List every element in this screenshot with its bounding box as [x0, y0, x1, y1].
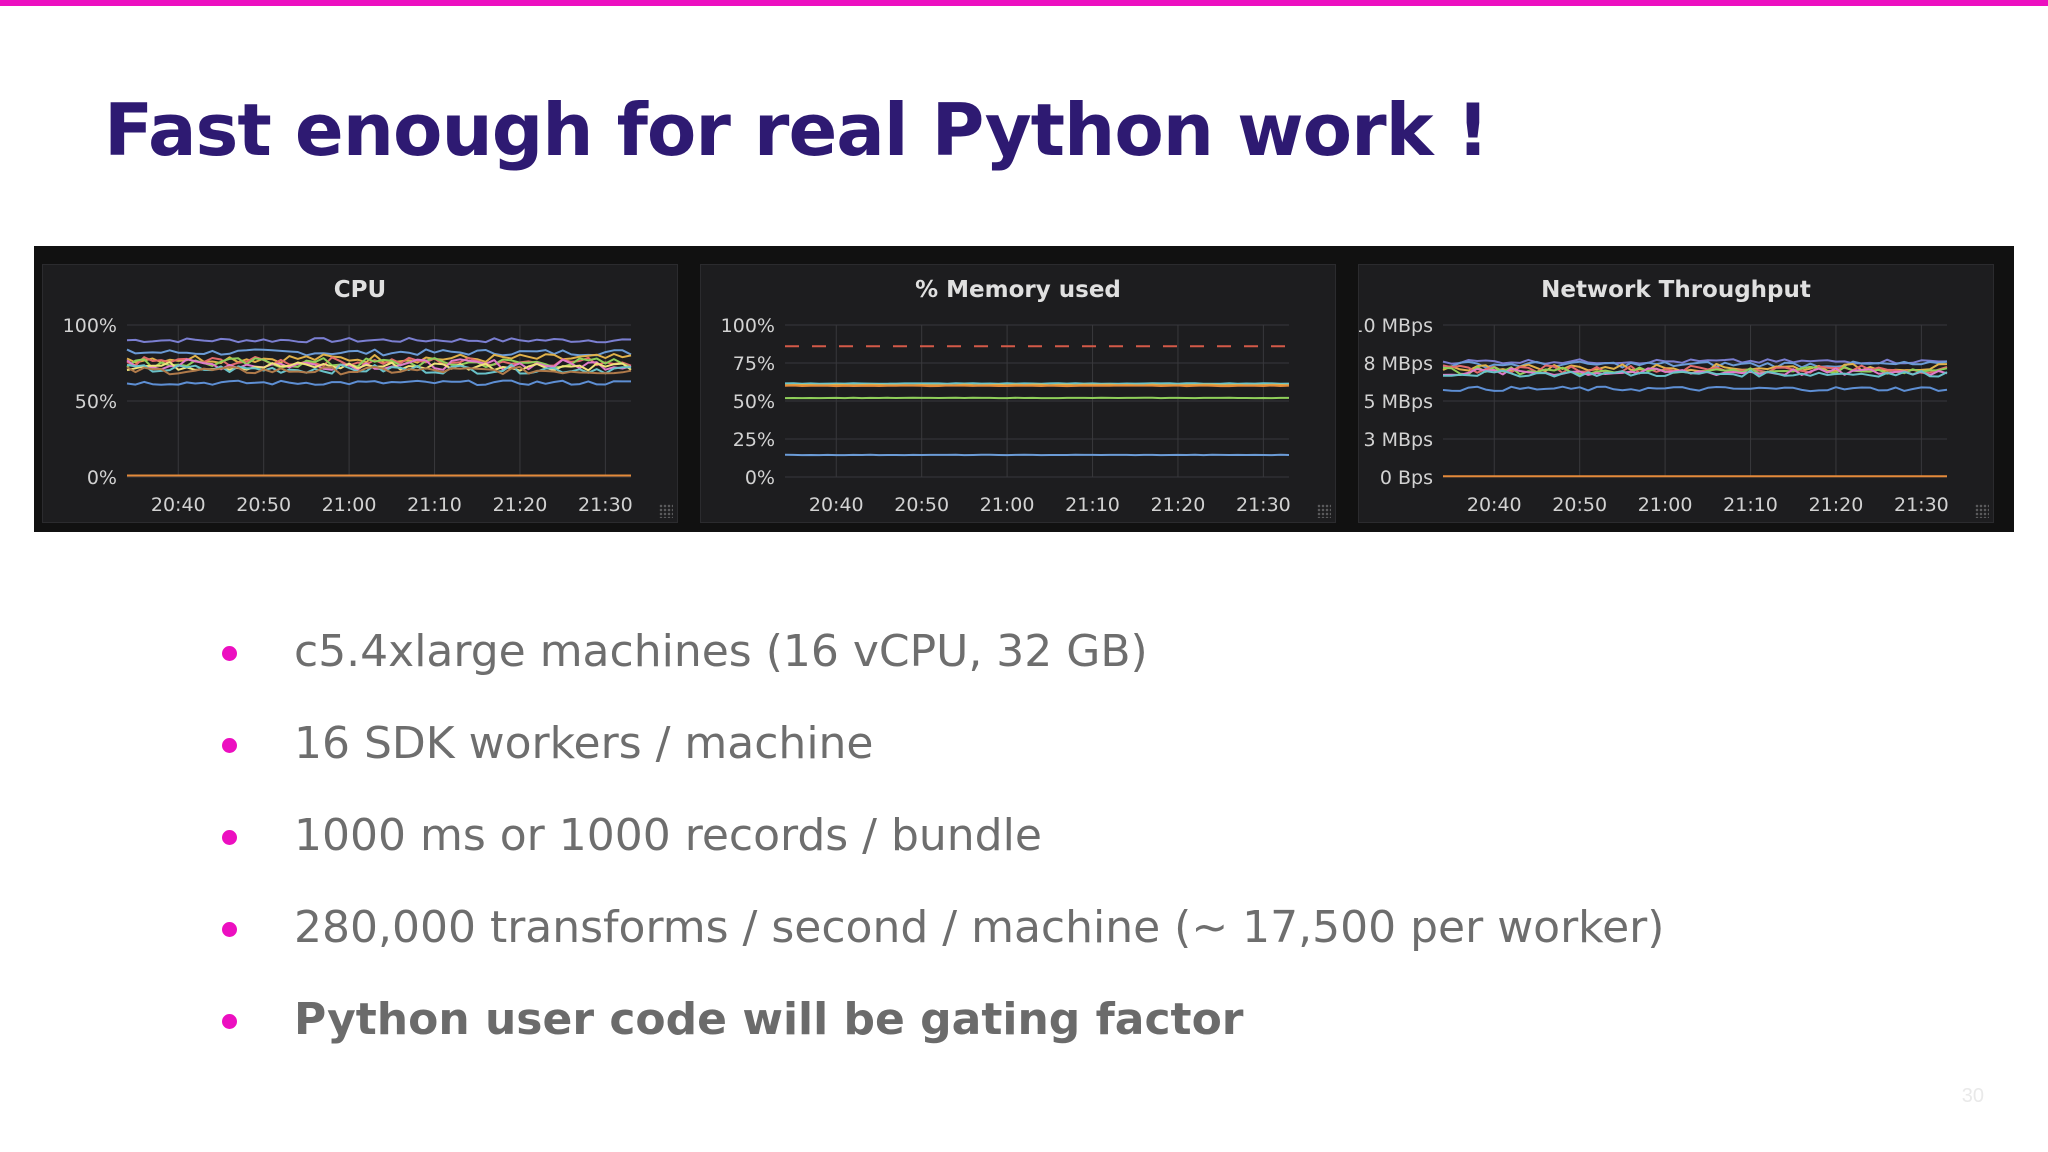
series-line	[1442, 364, 1948, 374]
memory-panel-title: % Memory used	[915, 277, 1121, 303]
y-tick-label: 100%	[63, 315, 117, 337]
x-tick-label: 20:40	[1467, 494, 1522, 516]
cpu-panel-title: CPU	[333, 277, 387, 303]
bullet-dot-icon	[222, 922, 237, 937]
bullet-item: 280,000 transforms / second / machine (~…	[218, 888, 1664, 980]
series-line	[126, 337, 632, 344]
bullet-text: c5.4xlarge machines (16 vCPU, 32 GB)	[294, 626, 1148, 677]
resize-handle-icon[interactable]	[1317, 504, 1331, 518]
bullet-dot-icon	[222, 830, 237, 845]
bullet-dot-icon	[222, 646, 237, 661]
bullet-list: c5.4xlarge machines (16 vCPU, 32 GB) 16 …	[218, 612, 1664, 1072]
bullet-dot-icon	[222, 738, 237, 753]
x-tick-label: 21:20	[493, 494, 548, 516]
x-tick-label: 21:00	[322, 494, 377, 516]
y-tick-label: 0 Bps	[1380, 467, 1433, 489]
x-tick-label: 20:50	[1552, 494, 1607, 516]
x-tick-label: 21:30	[1894, 494, 1949, 516]
y-tick-label: 50%	[75, 391, 117, 413]
network-chart: 10 MBps 8 MBps 5 MBps 3 MBps 0 Bps 20:40 20:50…	[1359, 315, 1949, 516]
y-tick-label: 75%	[733, 353, 775, 375]
series-line	[784, 382, 1290, 385]
y-tick-label: 3 MBps	[1363, 429, 1433, 451]
slide-title: Fast enough for real Python work !	[104, 88, 1489, 172]
y-tick-label: 25%	[733, 429, 775, 451]
x-tick-label: 20:50	[236, 494, 291, 516]
top-accent-bar	[0, 0, 2048, 6]
y-tick-label: 10 MBps	[1359, 315, 1433, 337]
page-number: 30	[1961, 1085, 1984, 1107]
bullet-text: 16 SDK workers / machine	[294, 718, 874, 769]
series-line	[784, 384, 1290, 388]
series-line	[1442, 360, 1948, 369]
resize-handle-icon[interactable]	[659, 504, 673, 518]
x-tick-label: 21:30	[1236, 494, 1291, 516]
x-tick-label: 21:10	[1065, 494, 1120, 516]
bullet-item: 1000 ms or 1000 records / bundle	[218, 796, 1664, 888]
y-tick-label: 0%	[87, 467, 117, 489]
y-tick-label: 50%	[733, 391, 775, 413]
y-tick-label: 100%	[721, 315, 775, 337]
x-tick-label: 21:20	[1809, 494, 1864, 516]
x-tick-label: 20:50	[894, 494, 949, 516]
x-tick-label: 21:00	[1638, 494, 1693, 516]
series-line	[126, 379, 631, 386]
x-tick-label: 21:10	[1723, 494, 1778, 516]
bullet-text: Python user code will be gating factor	[294, 994, 1244, 1045]
cpu-chart: 100% 50% 0% 20:40 20:50 21:00 21:10 21:20 21:30	[63, 315, 633, 516]
series-line	[126, 357, 632, 369]
series-line	[126, 348, 632, 357]
x-tick-label: 20:40	[809, 494, 864, 516]
y-tick-label: 5 MBps	[1363, 391, 1433, 413]
x-tick-label: 20:40	[151, 494, 206, 516]
memory-panel[interactable]: % Memory used 100% 75% 50% 25% 0% 20:40 20:50 2…	[700, 264, 1336, 523]
memory-chart: 100% 75% 50% 25% 0% 20:40 20:50 21:00 21:10 21:20…	[721, 315, 1291, 516]
bullet-text: 1000 ms or 1000 records / bundle	[294, 810, 1042, 861]
y-tick-label: 8 MBps	[1363, 353, 1433, 375]
bullet-item: c5.4xlarge machines (16 vCPU, 32 GB)	[218, 612, 1664, 704]
series-line	[126, 365, 632, 376]
bullet-item: 16 SDK workers / machine	[218, 704, 1664, 796]
x-tick-label: 21:10	[407, 494, 462, 516]
network-panel[interactable]: Network Throughput 10 MBps 8 MBps 5 MBps 3 …	[1358, 264, 1994, 523]
cpu-panel[interactable]: CPU 100% 50% 0% 20:40 20:50 21:00 21:10 21:20 21…	[42, 264, 678, 523]
series-line	[126, 353, 632, 364]
resize-handle-icon[interactable]	[1975, 504, 1989, 518]
series-line	[1442, 369, 1948, 378]
bullet-dot-icon	[222, 1014, 237, 1029]
x-tick-label: 21:30	[578, 494, 633, 516]
network-panel-title: Network Throughput	[1541, 277, 1811, 303]
bullet-item-emphasis: Python user code will be gating factor	[218, 980, 1664, 1072]
series-line	[1442, 385, 1948, 393]
x-tick-label: 21:20	[1151, 494, 1206, 516]
bullet-text: 280,000 transforms / second / machine (~…	[294, 902, 1665, 953]
x-tick-label: 21:00	[980, 494, 1035, 516]
y-tick-label: 0%	[745, 467, 775, 489]
